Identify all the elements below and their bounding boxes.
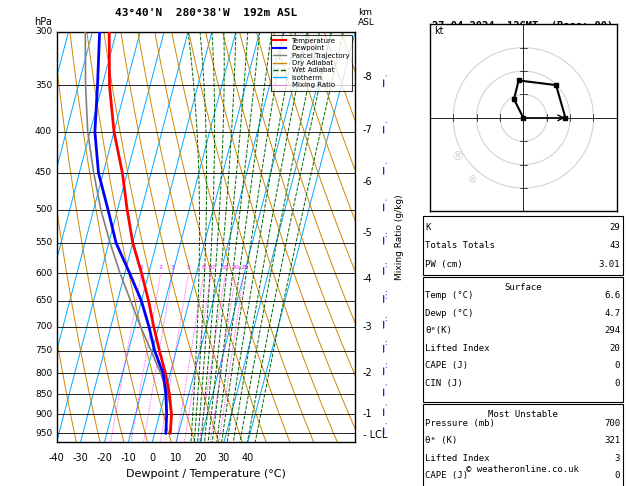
Text: 20: 20 xyxy=(232,265,240,270)
Text: Totals Totals: Totals Totals xyxy=(425,242,495,250)
Text: km
ASL: km ASL xyxy=(359,8,376,28)
Text: -10: -10 xyxy=(120,452,136,463)
Text: 20: 20 xyxy=(610,344,620,353)
Text: 30: 30 xyxy=(218,452,230,463)
Text: 8: 8 xyxy=(202,265,206,270)
Text: -2: -2 xyxy=(363,368,373,378)
Text: 10: 10 xyxy=(208,265,215,270)
Text: - LCL: - LCL xyxy=(363,430,387,440)
Text: 0: 0 xyxy=(615,471,620,480)
Text: 5: 5 xyxy=(187,265,191,270)
Text: Mixing Ratio (g/kg): Mixing Ratio (g/kg) xyxy=(395,194,404,280)
Text: Dewp (°C): Dewp (°C) xyxy=(425,309,474,318)
Text: 3.01: 3.01 xyxy=(599,260,620,269)
Text: 43°40'N  280°38'W  192m ASL: 43°40'N 280°38'W 192m ASL xyxy=(115,8,297,18)
Text: 43: 43 xyxy=(610,242,620,250)
Text: 0: 0 xyxy=(149,452,155,463)
Text: $\circledR$: $\circledR$ xyxy=(452,150,464,163)
Text: 20: 20 xyxy=(194,452,206,463)
Text: θᵉ (K): θᵉ (K) xyxy=(425,436,457,445)
Text: Most Unstable: Most Unstable xyxy=(487,410,558,419)
Text: 29: 29 xyxy=(610,223,620,232)
Text: 3: 3 xyxy=(170,265,175,270)
Text: Temp (°C): Temp (°C) xyxy=(425,292,474,300)
Text: K: K xyxy=(425,223,431,232)
Text: CAPE (J): CAPE (J) xyxy=(425,362,468,370)
Text: Dewpoint / Temperature (°C): Dewpoint / Temperature (°C) xyxy=(126,469,286,479)
Text: 10: 10 xyxy=(170,452,182,463)
Text: 550: 550 xyxy=(35,238,52,247)
Text: 400: 400 xyxy=(35,127,52,137)
Text: 294: 294 xyxy=(604,327,620,335)
Text: -1: -1 xyxy=(363,409,372,419)
Text: 750: 750 xyxy=(35,347,52,355)
Text: kt: kt xyxy=(435,26,444,35)
Text: 850: 850 xyxy=(35,390,52,399)
Text: PW (cm): PW (cm) xyxy=(425,260,463,269)
Text: 900: 900 xyxy=(35,410,52,419)
Text: 650: 650 xyxy=(35,296,52,306)
Text: Lifted Index: Lifted Index xyxy=(425,344,490,353)
Text: CIN (J): CIN (J) xyxy=(425,379,463,388)
Text: -30: -30 xyxy=(72,452,89,463)
Text: $\circledR$: $\circledR$ xyxy=(467,174,477,185)
Text: -20: -20 xyxy=(96,452,113,463)
Text: -8: -8 xyxy=(363,72,372,82)
Text: Surface: Surface xyxy=(504,283,542,292)
Text: -5: -5 xyxy=(363,228,373,238)
Text: 2: 2 xyxy=(159,265,163,270)
Text: CAPE (J): CAPE (J) xyxy=(425,471,468,480)
Text: 300: 300 xyxy=(35,27,52,36)
Text: 40: 40 xyxy=(242,452,254,463)
Text: 27.04.2024  12GMT  (Base: 00): 27.04.2024 12GMT (Base: 00) xyxy=(432,21,613,32)
Legend: Temperature, Dewpoint, Parcel Trajectory, Dry Adiabat, Wet Adiabat, Isotherm, Mi: Temperature, Dewpoint, Parcel Trajectory… xyxy=(270,35,352,91)
Text: 700: 700 xyxy=(604,419,620,428)
Text: -7: -7 xyxy=(363,125,373,135)
Text: 3: 3 xyxy=(615,454,620,463)
Text: -40: -40 xyxy=(48,452,65,463)
Text: 25: 25 xyxy=(240,265,248,270)
Text: Pressure (mb): Pressure (mb) xyxy=(425,419,495,428)
Text: 700: 700 xyxy=(35,322,52,331)
Text: 500: 500 xyxy=(35,205,52,214)
Text: 600: 600 xyxy=(35,269,52,278)
Text: 6.6: 6.6 xyxy=(604,292,620,300)
Text: 800: 800 xyxy=(35,369,52,378)
Text: 0: 0 xyxy=(615,362,620,370)
Text: 450: 450 xyxy=(35,168,52,177)
Text: 321: 321 xyxy=(604,436,620,445)
Text: hPa: hPa xyxy=(34,17,52,28)
Text: © weatheronline.co.uk: © weatheronline.co.uk xyxy=(466,465,579,474)
Text: 350: 350 xyxy=(35,81,52,90)
Text: Lifted Index: Lifted Index xyxy=(425,454,490,463)
Text: -6: -6 xyxy=(363,177,372,187)
Text: θᵉ(K): θᵉ(K) xyxy=(425,327,452,335)
Text: 0: 0 xyxy=(615,379,620,388)
Text: 950: 950 xyxy=(35,429,52,438)
Text: -4: -4 xyxy=(363,274,372,284)
Text: 1: 1 xyxy=(140,265,143,270)
Text: 4.7: 4.7 xyxy=(604,309,620,318)
Text: -3: -3 xyxy=(363,322,372,332)
Text: 15: 15 xyxy=(221,265,230,270)
